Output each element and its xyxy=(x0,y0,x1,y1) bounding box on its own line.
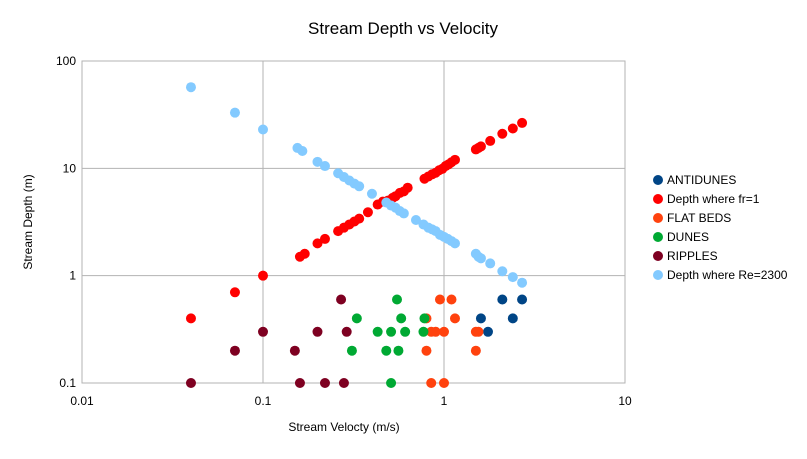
x-tick-label: 0.01 xyxy=(70,394,94,408)
data-point-depth-where-fr-1 xyxy=(497,129,507,139)
legend-marker-depth-where-re-2300 xyxy=(653,270,663,280)
data-point-flat-beds xyxy=(426,378,436,388)
legend-marker-antidunes xyxy=(653,175,663,185)
data-point-ripples xyxy=(342,327,352,337)
y-tick-label: 10 xyxy=(63,161,77,175)
data-point-dunes xyxy=(352,313,362,323)
data-point-dunes xyxy=(400,327,410,337)
data-point-flat-beds xyxy=(446,294,456,304)
y-tick-label: 100 xyxy=(56,54,76,68)
data-point-dunes xyxy=(418,327,428,337)
data-point-depth-where-fr-1 xyxy=(186,313,196,323)
data-point-ripples xyxy=(186,378,196,388)
legend-label-depth-where-fr-1: Depth where fr=1 xyxy=(667,192,760,206)
data-point-depth-where-re-2300 xyxy=(258,125,268,135)
legend: ANTIDUNES Depth where fr=1 FLAT BEDS DUNES R… xyxy=(653,173,788,282)
data-point-dunes xyxy=(393,346,403,356)
data-point-ripples xyxy=(339,378,349,388)
data-point-depth-where-fr-1 xyxy=(508,124,518,134)
data-point-flat-beds xyxy=(435,294,445,304)
data-point-depth-where-re-2300 xyxy=(297,146,307,156)
data-point-antidunes xyxy=(508,313,518,323)
data-point-flat-beds xyxy=(439,327,449,337)
legend-label-dunes: DUNES xyxy=(667,230,709,244)
data-point-ripples xyxy=(320,378,330,388)
data-point-dunes xyxy=(396,313,406,323)
data-point-depth-where-re-2300 xyxy=(497,266,507,276)
data-point-depth-where-re-2300 xyxy=(354,181,364,191)
data-point-depth-where-fr-1 xyxy=(403,183,413,193)
data-point-depth-where-fr-1 xyxy=(476,141,486,151)
data-point-depth-where-re-2300 xyxy=(450,238,460,248)
legend-label-antidunes: ANTIDUNES xyxy=(667,173,736,187)
data-point-depth-where-fr-1 xyxy=(354,214,364,224)
data-point-antidunes xyxy=(476,313,486,323)
data-point-ripples xyxy=(258,327,268,337)
data-point-depth-where-fr-1 xyxy=(320,234,330,244)
data-point-ripples xyxy=(290,346,300,356)
data-point-ripples xyxy=(230,346,240,356)
data-point-depth-where-fr-1 xyxy=(485,136,495,146)
data-point-ripples xyxy=(312,327,322,337)
legend-label-ripples: RIPPLES xyxy=(667,249,718,263)
data-point-depth-where-fr-1 xyxy=(517,118,527,128)
data-point-depth-where-fr-1 xyxy=(363,207,373,217)
data-point-flat-beds xyxy=(473,327,483,337)
data-point-antidunes xyxy=(483,327,493,337)
data-point-dunes xyxy=(381,346,391,356)
data-point-ripples xyxy=(295,378,305,388)
chart-title: Stream Depth vs Velocity xyxy=(308,19,498,38)
data-point-dunes xyxy=(386,378,396,388)
data-point-dunes xyxy=(347,346,357,356)
data-point-depth-where-fr-1 xyxy=(300,249,310,259)
data-point-depth-where-re-2300 xyxy=(320,161,330,171)
data-point-depth-where-fr-1 xyxy=(258,271,268,281)
y-tick-label: 1 xyxy=(69,269,76,283)
data-point-flat-beds xyxy=(450,313,460,323)
legend-label-depth-where-re-2300: Depth where Re=2300 xyxy=(667,268,788,282)
data-point-antidunes xyxy=(517,294,527,304)
data-point-depth-where-fr-1 xyxy=(230,287,240,297)
data-point-depth-where-re-2300 xyxy=(485,258,495,268)
data-point-depth-where-re-2300 xyxy=(476,253,486,263)
data-point-antidunes xyxy=(497,294,507,304)
data-point-ripples xyxy=(336,294,346,304)
data-point-depth-where-re-2300 xyxy=(186,82,196,92)
legend-marker-ripples xyxy=(653,251,663,261)
data-point-dunes xyxy=(373,327,383,337)
data-point-depth-where-re-2300 xyxy=(399,208,409,218)
y-axis-label: Stream Depth (m) xyxy=(21,174,35,269)
x-tick-label: 10 xyxy=(618,394,632,408)
data-points xyxy=(186,82,527,388)
x-tick-label: 0.1 xyxy=(255,394,272,408)
data-point-depth-where-fr-1 xyxy=(450,155,460,165)
data-point-depth-where-re-2300 xyxy=(367,189,377,199)
y-tick-label: 0.1 xyxy=(59,376,76,390)
x-axis-label: Stream Velocty (m/s) xyxy=(288,420,399,434)
data-point-flat-beds xyxy=(439,378,449,388)
data-point-flat-beds xyxy=(471,346,481,356)
legend-label-flat-beds: FLAT BEDS xyxy=(667,211,731,225)
legend-marker-depth-where-fr-1 xyxy=(653,194,663,204)
x-tick-label: 1 xyxy=(441,394,448,408)
data-point-dunes xyxy=(386,327,396,337)
data-point-depth-where-re-2300 xyxy=(230,108,240,118)
data-point-depth-where-re-2300 xyxy=(517,278,527,288)
data-point-dunes xyxy=(392,294,402,304)
data-point-depth-where-re-2300 xyxy=(508,272,518,282)
legend-marker-flat-beds xyxy=(653,213,663,223)
data-point-flat-beds xyxy=(421,346,431,356)
data-point-dunes xyxy=(419,313,429,323)
legend-marker-dunes xyxy=(653,232,663,242)
